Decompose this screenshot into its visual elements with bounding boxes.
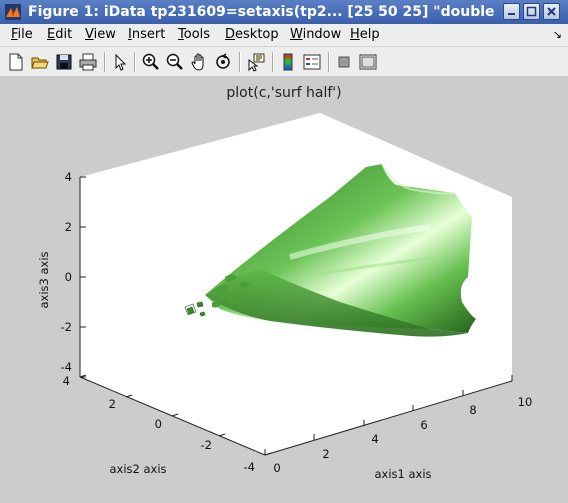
menu-insert[interactable]: Insert — [128, 27, 166, 42]
menu-file[interactable]: File — [11, 27, 33, 42]
toolbar-separator — [134, 52, 136, 72]
rotate-3d-icon — [216, 53, 230, 69]
ylabel: axis2 axis — [109, 462, 166, 476]
legend-button[interactable] — [302, 52, 322, 72]
tick-marks — [79, 176, 513, 456]
x-tick-label: 8 — [469, 403, 476, 417]
show-plot-tools-button[interactable] — [358, 52, 378, 72]
maximize-button[interactable] — [523, 3, 540, 20]
toolbar-separator — [272, 52, 274, 72]
zoom-out-button[interactable] — [165, 52, 185, 72]
legend-icon — [303, 54, 321, 70]
zoom-in-button[interactable] — [141, 52, 161, 72]
x-tick-label: 4 — [371, 432, 378, 446]
x-tick-label: 6 — [420, 418, 427, 432]
menu-desktop[interactable]: Desktop — [225, 27, 279, 42]
colorbar-button[interactable] — [278, 52, 298, 72]
z-tick-label: -4 — [61, 360, 72, 374]
menu-edit[interactable]: Edit — [47, 27, 73, 42]
new-figure-button[interactable] — [6, 52, 26, 72]
y-tick-label: 2 — [109, 397, 116, 411]
data-cursor-button[interactable] — [246, 52, 266, 72]
hide-plot-tools-button[interactable] — [334, 52, 354, 72]
x-tick-label: 2 — [322, 447, 329, 461]
window-titlebar[interactable]: Figure 1: iData tp231609=setaxis(tp2... … — [0, 0, 568, 24]
x-tick-label: 0 — [273, 461, 280, 475]
z-tick-label: 0 — [65, 270, 72, 284]
zlabel: axis3 axis — [37, 251, 51, 308]
menu-tools[interactable]: Tools — [178, 27, 211, 42]
rotate-3d-button[interactable] — [213, 52, 233, 72]
minimize-button[interactable] — [503, 3, 520, 20]
menu-help[interactable]: Help — [350, 27, 380, 42]
minimize-icon — [508, 13, 515, 15]
hide-plot-tools-icon — [338, 56, 350, 68]
y-tick-label: -2 — [201, 438, 212, 452]
zoom-out-icon — [166, 53, 183, 70]
toolbar-separator — [239, 52, 241, 72]
toolbar-separator — [328, 52, 330, 72]
window-title: Figure 1: iData tp231609=setaxis(tp2... … — [28, 4, 498, 20]
y-tick-label: -4 — [244, 460, 255, 474]
edit-plot-button[interactable] — [110, 52, 130, 72]
maximize-icon — [526, 6, 537, 17]
save-icon — [56, 54, 72, 70]
xlabel: axis1 axis — [374, 467, 431, 481]
surface-plot — [184, 163, 476, 337]
open-file-button[interactable] — [30, 52, 50, 72]
print-button[interactable] — [78, 52, 98, 72]
menu-view[interactable]: View — [85, 27, 116, 42]
close-button[interactable] — [543, 3, 560, 20]
pan-icon — [191, 53, 204, 71]
figure-canvas[interactable]: plot(c,'surf half') — [0, 77, 568, 503]
x-tick-label: 10 — [518, 395, 533, 409]
menu-window[interactable]: Window — [290, 27, 342, 42]
y-tick-label: 4 — [63, 374, 70, 388]
edit-plot-icon — [115, 53, 127, 71]
close-icon — [547, 7, 556, 16]
matlab-icon — [4, 3, 22, 21]
data-cursor-icon — [248, 53, 265, 72]
dock-arrow-icon[interactable]: ↘ — [552, 28, 562, 41]
save-button[interactable] — [54, 52, 74, 72]
plot-title: plot(c,'surf half') — [226, 85, 342, 101]
show-plot-tools-icon — [359, 54, 377, 70]
menu-bar: File Edit View Insert Tools Desktop Wind… — [0, 24, 568, 47]
open-file-icon — [31, 57, 49, 69]
z-tick-label: 2 — [65, 220, 72, 234]
axes-3d[interactable]: 4 2 0 -2 -4 4 2 0 -2 -4 0 2 4 6 8 10 axi… — [0, 77, 568, 503]
figure-toolbar — [0, 47, 568, 77]
z-tick-label: 4 — [65, 170, 72, 184]
z-tick-label: -2 — [61, 320, 72, 334]
new-figure-icon — [9, 53, 23, 71]
y-tick-label: 0 — [155, 417, 162, 431]
print-icon — [79, 53, 97, 71]
pan-button[interactable] — [189, 52, 209, 72]
toolbar-separator — [104, 52, 106, 72]
colorbar-icon — [283, 53, 293, 71]
zoom-in-icon — [142, 53, 159, 70]
